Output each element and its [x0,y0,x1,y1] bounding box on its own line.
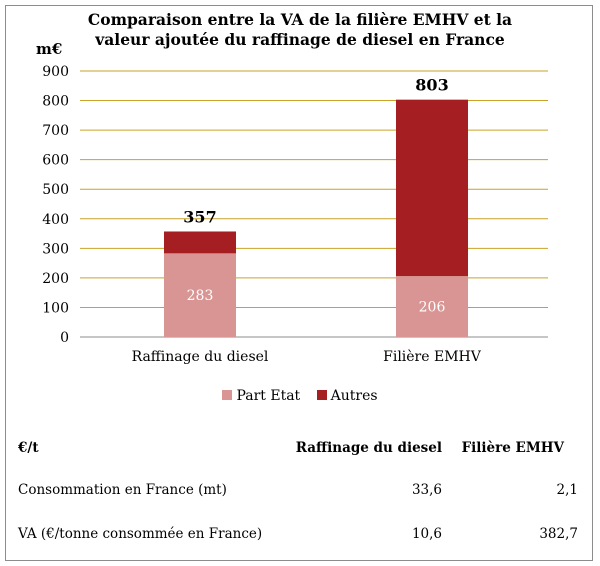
figure-frame [5,5,593,561]
table-column-header-emhv: Filière EMHV [461,440,564,456]
y-tick-label: 400 [42,212,69,228]
table-cell-emhv: 382,7 [539,526,578,542]
chart-legend: Part Etat Autres [0,388,600,404]
bar-total-label: 357 [183,207,216,226]
table-cell-emhv: 2,1 [556,482,578,498]
table-cell-raffinage: 33,6 [411,482,442,498]
chart-title-line-2: valeur ajoutée du raffinage de diesel en… [95,30,505,49]
table-row: Consommation en France (mt) 33,6 2,1 [18,482,578,502]
y-tick-label: 300 [42,241,69,257]
y-tick-label: 800 [42,94,69,110]
legend-swatch-autres [316,390,327,400]
bar-value-label: 206 [419,300,446,316]
y-tick-label: 0 [60,330,69,346]
chart-title: Comparaison entre la VA de la filière EM… [60,10,540,50]
legend-swatch-part-etat [222,390,233,400]
y-tick-label: 100 [42,300,69,316]
y-tick-label: 200 [42,271,69,287]
bar-segment-part-etat [164,253,236,337]
bar-total-label: 803 [415,76,448,95]
y-tick-label: 500 [42,182,69,198]
data-table: €/t Raffinage du diesel Filière EMHV Con… [18,440,578,546]
table-unit-label: €/t [18,440,39,456]
table-header-row: €/t Raffinage du diesel Filière EMHV [18,440,578,460]
y-tick-label: 700 [42,123,69,139]
bar-segment-autres [396,99,468,277]
legend-label-part-etat: Part Etat [236,388,301,404]
y-tick-label: 600 [42,153,69,169]
legend-item-autres: Autres [316,388,378,404]
table-row-label: VA (€/tonne consommée en France) [18,526,263,542]
legend-label-autres: Autres [330,388,378,404]
bar-value-label: 283 [187,288,214,304]
stacked-bar-chart: 0 100 200 300 400 500 600 700 800 900 m€ 283 357 Raff… [36,40,548,365]
y-axis-label: m€ [36,40,62,58]
bar-segment-part-etat [396,276,468,337]
x-category-label: Raffinage du diesel [132,349,269,365]
table-column-header-raffinage: Raffinage du diesel [295,440,442,456]
table-row-label: Consommation en France (mt) [18,482,227,498]
bar-segment-autres [164,231,236,254]
y-tick-label: 900 [42,64,69,80]
table-cell-raffinage: 10,6 [411,526,442,542]
x-category-label: Filière EMHV [383,349,482,365]
chart-title-line-1: Comparaison entre la VA de la filière EM… [87,10,513,29]
legend-item-part-etat: Part Etat [222,388,300,404]
table-row: VA (€/tonne consommée en France) 10,6 38… [18,526,578,546]
